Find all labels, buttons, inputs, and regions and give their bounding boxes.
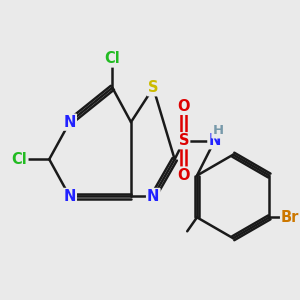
Text: N: N [64, 115, 76, 130]
Text: N: N [208, 133, 221, 148]
Text: N: N [64, 189, 76, 204]
Text: S: S [179, 133, 189, 148]
Text: Br: Br [281, 210, 299, 225]
Text: Cl: Cl [12, 152, 27, 167]
Text: O: O [178, 168, 190, 183]
Text: O: O [178, 99, 190, 114]
Text: H: H [212, 124, 224, 137]
Text: Cl: Cl [104, 52, 120, 67]
Text: N: N [147, 189, 160, 204]
Text: S: S [148, 80, 158, 95]
